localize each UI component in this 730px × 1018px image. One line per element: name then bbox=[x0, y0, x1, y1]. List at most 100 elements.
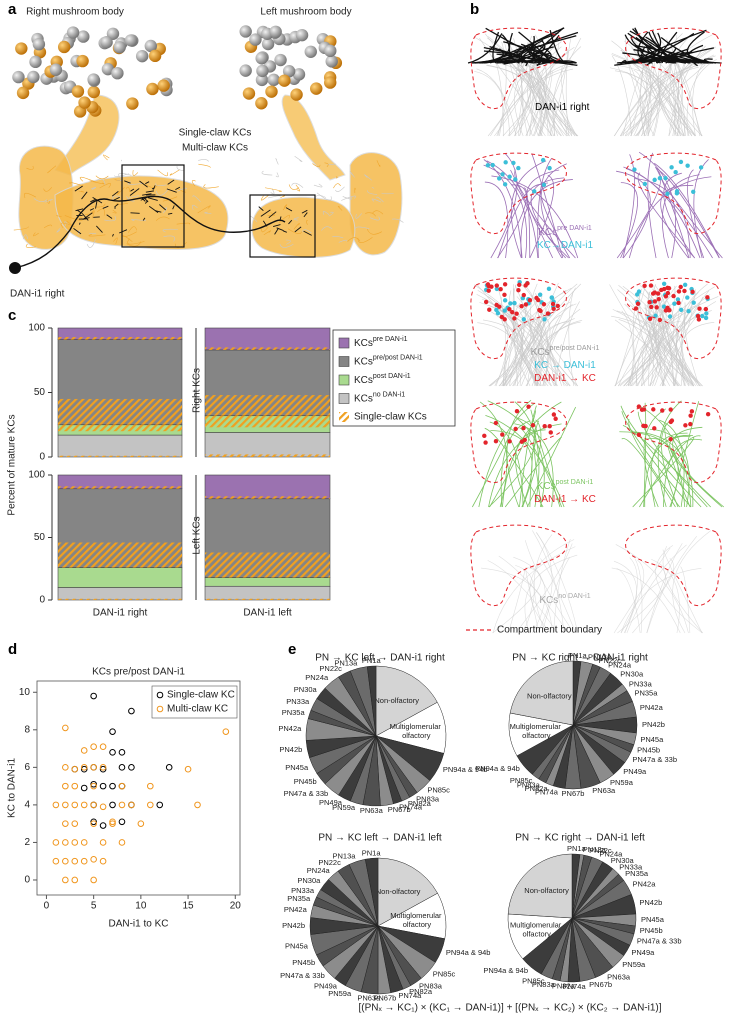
kc-fiber bbox=[568, 291, 575, 387]
kc-fiber bbox=[554, 301, 580, 387]
kc-fiber bbox=[525, 69, 547, 137]
kc-fiber bbox=[64, 215, 83, 221]
scatter-point bbox=[71, 765, 79, 773]
kc-fiber bbox=[491, 175, 579, 259]
kc-fiber bbox=[47, 165, 57, 174]
scatter-point bbox=[109, 728, 116, 735]
kc-fiber bbox=[614, 319, 695, 387]
slice-label: PN24a bbox=[608, 661, 632, 670]
scatter-point bbox=[222, 728, 230, 735]
kc-fiber bbox=[487, 560, 558, 634]
kc-fiber bbox=[660, 418, 679, 508]
slice-label: PN74a bbox=[399, 802, 423, 811]
kc-fiber bbox=[620, 49, 649, 137]
slice-label: PN83a bbox=[419, 981, 443, 990]
dan-branch bbox=[159, 204, 167, 211]
kc-fiber bbox=[634, 558, 643, 634]
slice-label: PN67b bbox=[373, 994, 396, 1003]
kc-fiber bbox=[565, 37, 572, 137]
synapse bbox=[652, 426, 657, 431]
slice-label: PN49a bbox=[314, 981, 338, 990]
kc-fiber bbox=[191, 204, 198, 210]
y-tick-label: 6 bbox=[24, 762, 30, 773]
synapse bbox=[673, 170, 678, 175]
kc-fiber bbox=[676, 294, 711, 387]
scatter-point bbox=[118, 749, 126, 756]
kc-fiber bbox=[520, 43, 566, 64]
single-claw-hatch bbox=[205, 395, 330, 416]
kc-fiber bbox=[490, 153, 518, 259]
legend-entry: Compartment boundary bbox=[497, 625, 602, 636]
dan-branch bbox=[276, 227, 284, 231]
synapse bbox=[690, 289, 695, 295]
pn-bouton bbox=[255, 73, 269, 87]
synapse bbox=[487, 307, 492, 312]
kc-fiber bbox=[113, 237, 118, 244]
kc-fiber bbox=[176, 222, 191, 225]
synapse bbox=[499, 314, 504, 320]
kc-fiber bbox=[626, 544, 687, 634]
kc-fiber bbox=[328, 211, 334, 217]
kc-fiber bbox=[524, 61, 577, 137]
kc-fiber bbox=[486, 160, 539, 259]
kc-fiber bbox=[632, 437, 695, 508]
scatter-point bbox=[99, 822, 107, 829]
slice-label: PN45a bbox=[641, 915, 665, 924]
dan-branch bbox=[124, 180, 131, 184]
kc-fiber bbox=[366, 190, 378, 195]
pn-bouton bbox=[77, 30, 90, 43]
slice-label: PN33a bbox=[286, 697, 310, 706]
kc-fiber bbox=[650, 432, 688, 508]
slice-label: PN35a bbox=[634, 689, 658, 698]
kc-fiber bbox=[647, 152, 657, 259]
synapse bbox=[523, 283, 528, 288]
synapse bbox=[705, 295, 710, 300]
kc-fiber bbox=[491, 49, 504, 137]
kc-fiber bbox=[672, 530, 711, 634]
kc-fiber bbox=[633, 69, 649, 137]
pn-bouton bbox=[310, 82, 323, 95]
kc-fiber bbox=[613, 547, 671, 634]
kc-fiber bbox=[291, 182, 304, 188]
slice-label: PN42b bbox=[642, 720, 665, 729]
dan-branch bbox=[167, 212, 173, 215]
scatter-point bbox=[62, 801, 69, 809]
scatter-point bbox=[99, 839, 107, 846]
y-tick-label: 8 bbox=[24, 724, 30, 735]
dan-branch bbox=[74, 185, 83, 192]
scatter-point bbox=[99, 765, 107, 773]
synapse bbox=[678, 307, 684, 313]
slice-label: PN59a bbox=[328, 989, 352, 998]
pn-bouton bbox=[282, 65, 296, 78]
kc-fiber bbox=[549, 304, 573, 387]
synapse bbox=[674, 191, 680, 196]
neuron-image bbox=[609, 27, 722, 137]
scatter-point bbox=[128, 707, 135, 715]
kc-fiber bbox=[505, 321, 581, 387]
row-label: KCspost DAN-i1 bbox=[537, 479, 594, 492]
kc-fiber bbox=[90, 203, 106, 208]
slice-label: PN33a bbox=[619, 863, 643, 872]
kc-fiber bbox=[615, 287, 646, 387]
kc-fiber bbox=[483, 46, 521, 64]
kc-fiber bbox=[510, 169, 554, 259]
kc-fiber bbox=[539, 70, 553, 137]
label-line: olfactory bbox=[523, 929, 552, 938]
synapse bbox=[502, 182, 508, 187]
kc-fiber bbox=[619, 302, 693, 387]
kc-fiber bbox=[652, 288, 674, 387]
label-line: Multiglomerular bbox=[390, 911, 443, 920]
x-tick-label: 10 bbox=[135, 901, 147, 912]
kc-fiber bbox=[91, 186, 96, 190]
kc-fiber bbox=[535, 532, 553, 634]
synapse bbox=[653, 313, 658, 318]
synapse bbox=[661, 281, 667, 287]
kc-fiber bbox=[681, 291, 699, 387]
pn-bouton bbox=[100, 36, 113, 49]
kc-fiber bbox=[86, 239, 96, 248]
synapse bbox=[642, 283, 647, 288]
kc-fiber bbox=[490, 68, 573, 137]
kc-fiber bbox=[163, 235, 176, 242]
kc-fiber bbox=[492, 566, 542, 634]
pn-bouton bbox=[12, 70, 25, 84]
